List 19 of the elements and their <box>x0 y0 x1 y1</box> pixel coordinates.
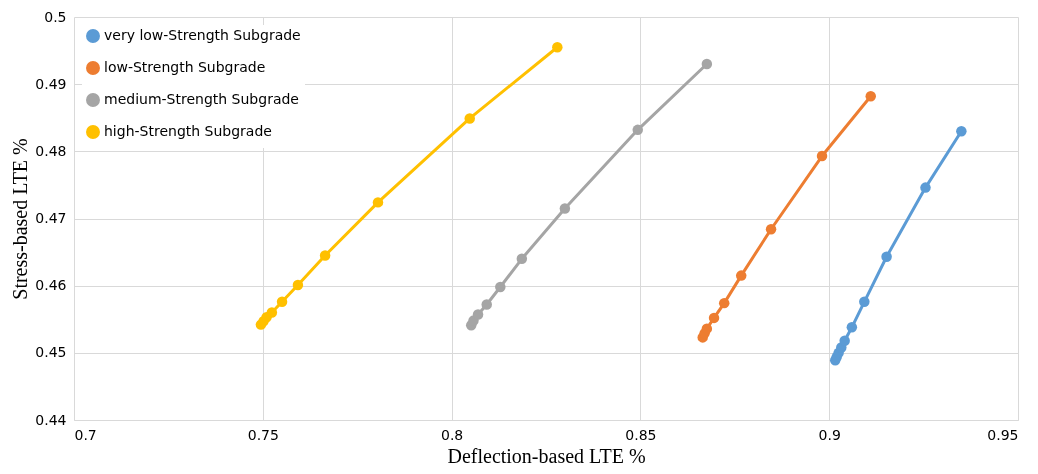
y-tick-label: 0.44 <box>35 411 67 428</box>
legend-label: very low-Strength Subgrade <box>104 27 301 43</box>
x-axis-title: Deflection-based LTE % <box>447 444 646 467</box>
y-axis-title: Stress-based LTE % <box>9 138 32 300</box>
x-tick-label: 0.85 <box>625 426 657 443</box>
x-tick-label: 0.7 <box>74 426 97 443</box>
x-tick-label: 0.9 <box>818 426 841 443</box>
legend-label: high-Strength Subgrade <box>104 123 272 139</box>
y-tick-label: 0.49 <box>35 75 67 92</box>
x-tick-label: 0.75 <box>247 426 279 443</box>
legend-label: low-Strength Subgrade <box>104 59 266 75</box>
x-tick-label: 0.95 <box>987 426 1019 443</box>
y-tick-label: 0.47 <box>35 210 67 226</box>
y-tick-label: 0.5 <box>44 8 67 25</box>
legend-label: medium-Strength Subgrade <box>104 91 299 107</box>
y-tick-label: 0.45 <box>35 344 67 361</box>
y-tick-label: 0.48 <box>35 142 67 159</box>
x-tick-label: 0.8 <box>440 426 464 443</box>
y-tick-label: 0.46 <box>35 277 67 294</box>
